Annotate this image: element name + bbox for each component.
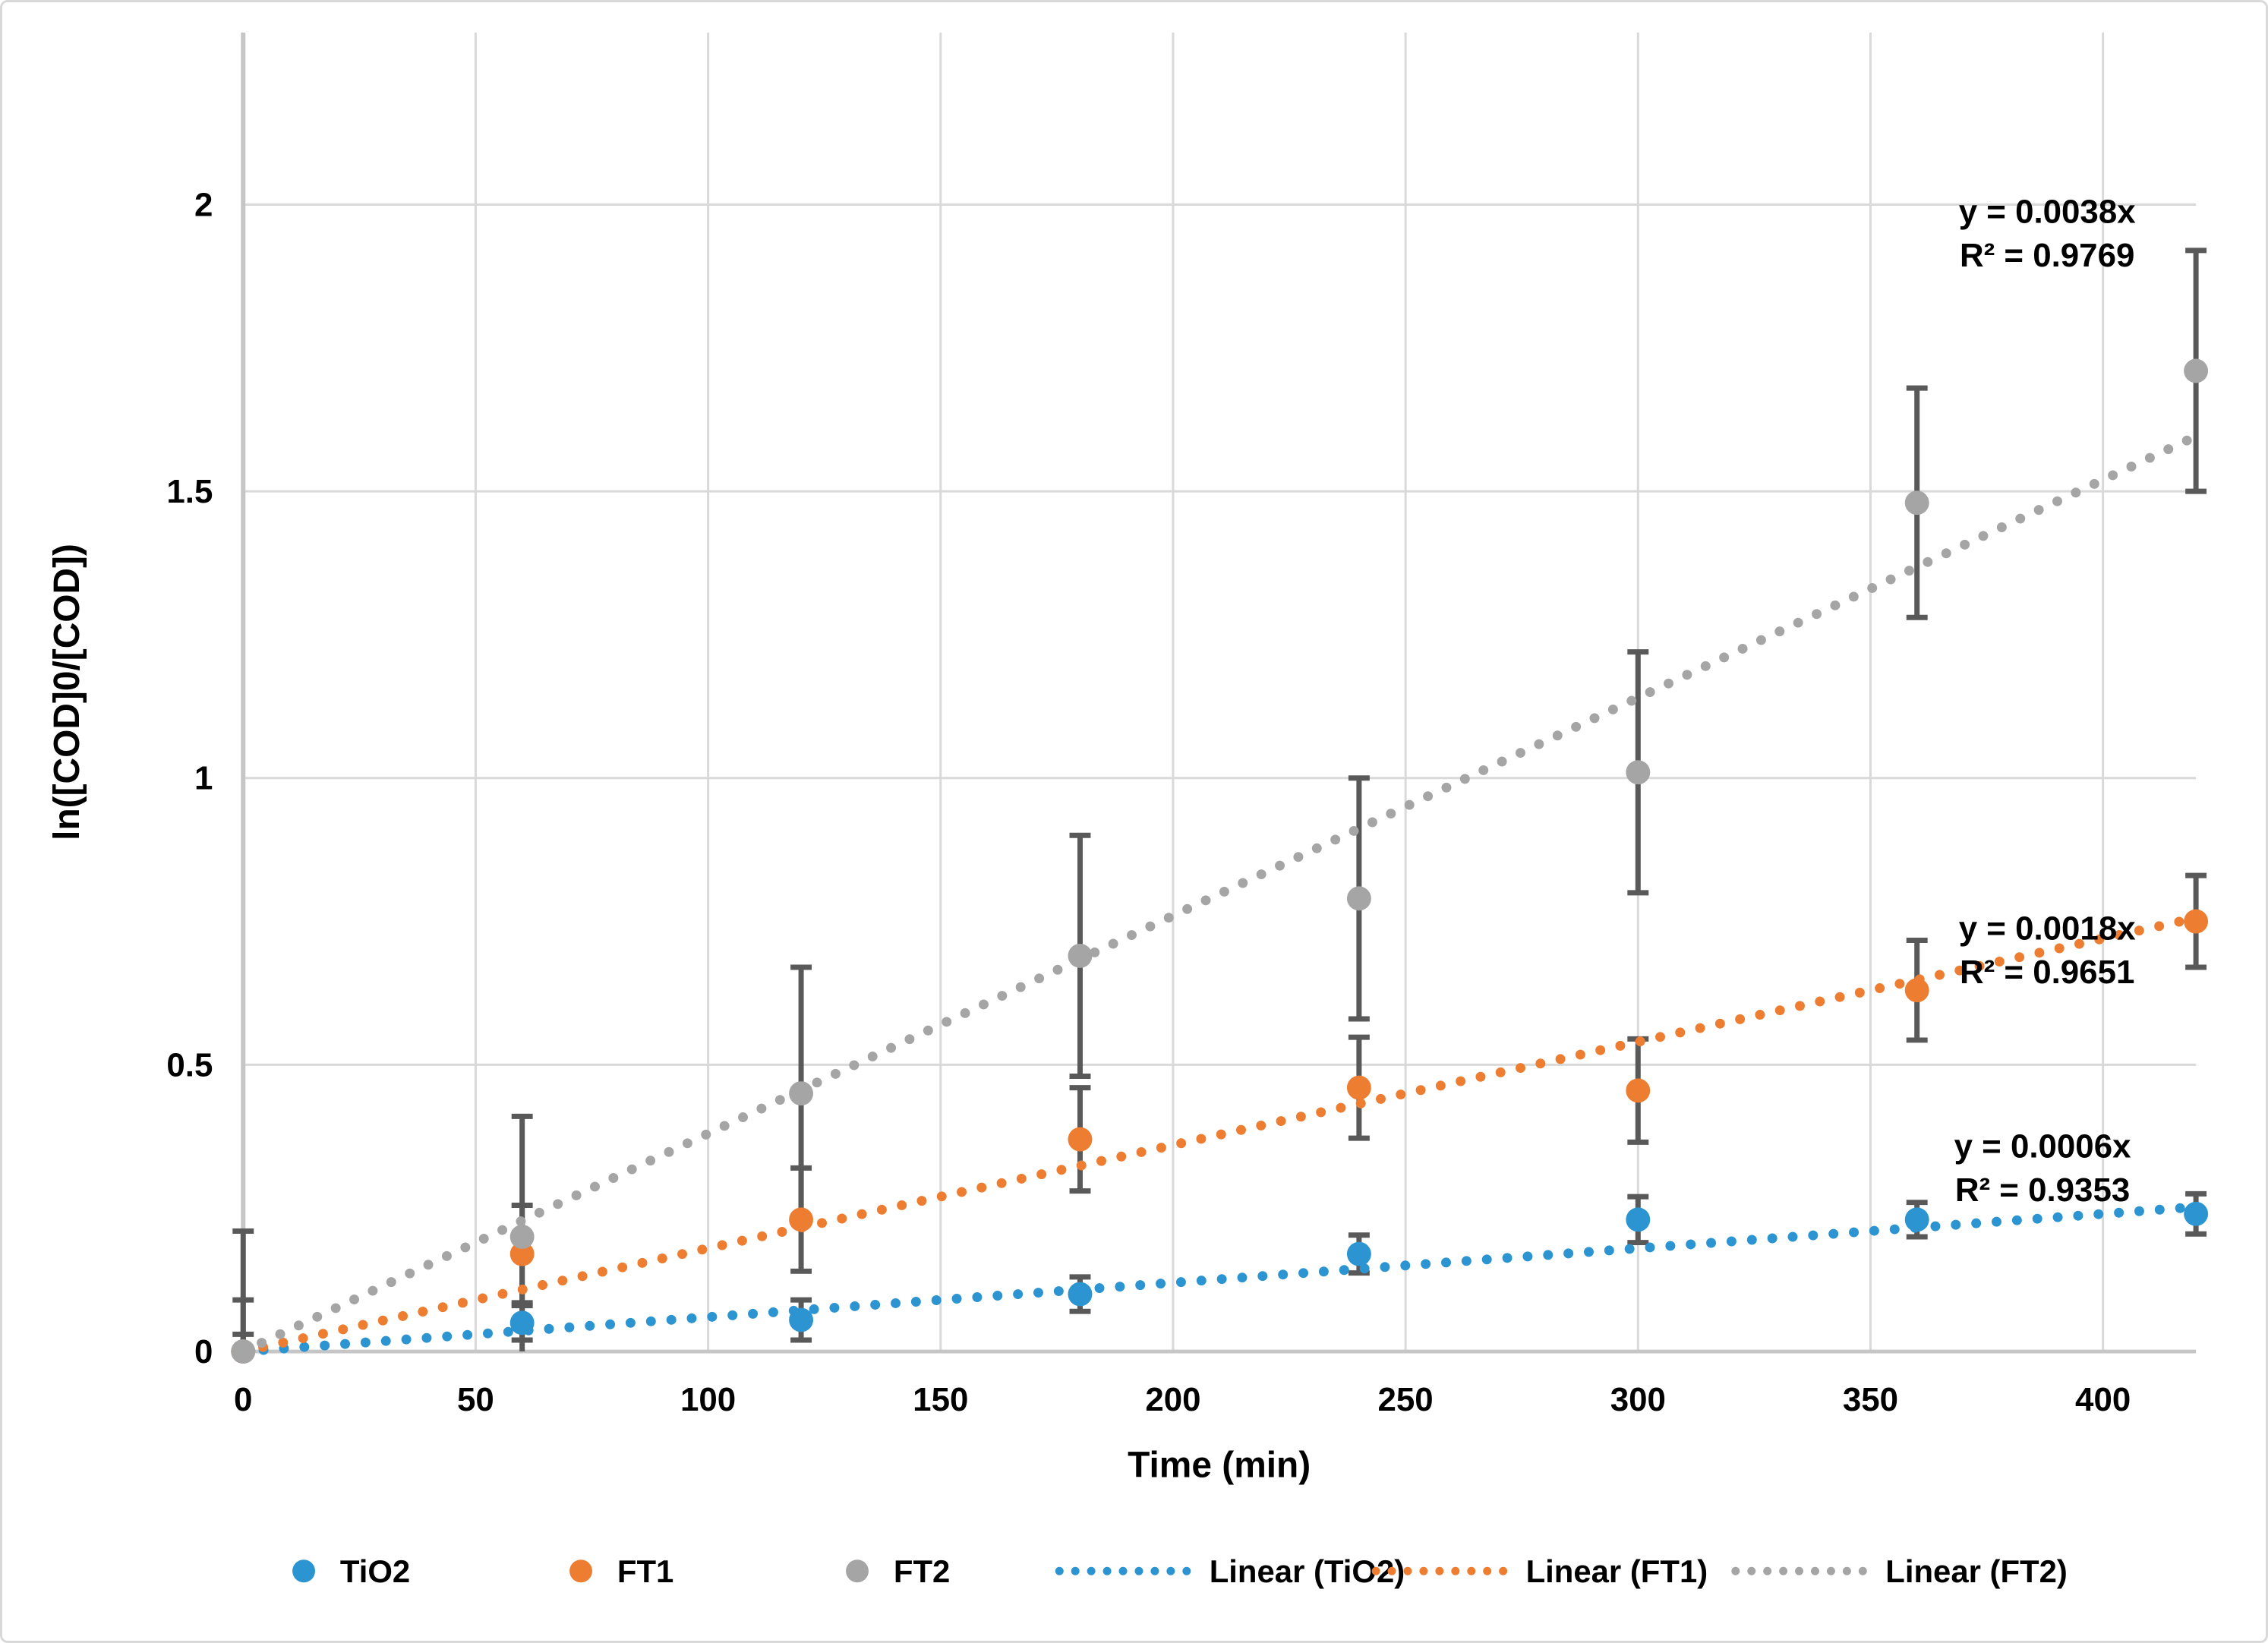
legend-label: FT2 xyxy=(894,1553,950,1589)
point-TiO2 xyxy=(1346,1241,1371,1266)
gridlines xyxy=(243,32,2197,1352)
point-FT1 xyxy=(1346,1075,1371,1100)
legend-label: TiO2 xyxy=(340,1553,410,1589)
legend-label: Linear (FT2) xyxy=(1885,1553,2068,1589)
point-TiO2 xyxy=(1904,1207,1929,1232)
legend-label: Linear (FT1) xyxy=(1526,1553,1708,1589)
x-tick-label: 400 xyxy=(2075,1381,2131,1418)
point-FT1 xyxy=(509,1241,535,1266)
point-TiO2 xyxy=(509,1310,535,1336)
legend-label: FT1 xyxy=(617,1553,673,1589)
trendline-TiO2 xyxy=(238,1202,2201,1357)
y-tick-label: 0.5 xyxy=(166,1046,213,1083)
tick-labels: 0 0.5 1 1.5 2 0 50 100 150 200 250 300 350 400 xyxy=(166,186,2131,1418)
x-tick-label: 100 xyxy=(680,1381,736,1418)
x-tick-label: 200 xyxy=(1145,1381,1200,1418)
y-tick-label: 1.5 xyxy=(166,473,213,510)
point-FT2 xyxy=(509,1225,535,1249)
y-axis-title: ln([COD]0/[COD]) xyxy=(47,544,87,840)
point-FT1 xyxy=(1068,1127,1093,1152)
trendline-equation-FT1: y = 0.0018x xyxy=(1959,910,2137,947)
trendline-annotations: y = 0.0038x R² = 0.9769 y = 0.0018x R² = 0.… xyxy=(1954,193,2137,1209)
x-tick-label: 300 xyxy=(1610,1381,1666,1418)
point-FT2 xyxy=(1904,490,1929,516)
trendline-equation-TiO2: y = 0.0006x xyxy=(1954,1127,2132,1165)
x-tick-label: 250 xyxy=(1378,1381,1434,1418)
point-FT1 xyxy=(789,1207,814,1232)
point-FT2 xyxy=(2184,358,2209,383)
legend: TiO2 FT1 FT2 Linear (TiO2) Linear (FT1) Linea… xyxy=(292,1553,2068,1589)
point-FT2 xyxy=(1068,943,1093,968)
point-TiO2 xyxy=(2184,1201,2209,1226)
trendline-equation-FT2: y = 0.0038x xyxy=(1959,193,2137,230)
x-axis-title: Time (min) xyxy=(1128,1446,1311,1486)
x-tick-label: 50 xyxy=(457,1381,494,1418)
r-squared-TiO2: R² = 0.9353 xyxy=(1955,1172,2130,1209)
x-tick-label: 350 xyxy=(1843,1381,1898,1418)
x-tick-label: 150 xyxy=(913,1381,968,1418)
point-TiO2 xyxy=(1626,1207,1651,1232)
data-points xyxy=(231,358,2209,1364)
point-FT2 xyxy=(789,1081,814,1106)
point-FT1 xyxy=(2184,909,2209,934)
trendlines xyxy=(238,431,2201,1357)
x-tick-label: 0 xyxy=(234,1381,252,1418)
legend-marker-TiO2 xyxy=(292,1559,315,1583)
trendline-FT1 xyxy=(238,913,2201,1357)
point-FT1 xyxy=(1626,1078,1651,1103)
error-bars xyxy=(232,248,2207,1352)
y-tick-label: 0 xyxy=(194,1333,213,1370)
legend-marker-FT2 xyxy=(846,1559,869,1583)
point-FT2 xyxy=(1626,760,1651,785)
r-squared-FT1: R² = 0.9651 xyxy=(1960,954,2134,991)
point-TiO2 xyxy=(1068,1282,1093,1307)
y-tick-label: 1 xyxy=(194,760,213,797)
r-squared-FT2: R² = 0.9769 xyxy=(1960,237,2134,274)
legend-marker-FT1 xyxy=(569,1559,592,1583)
point-FT2 xyxy=(231,1339,256,1364)
point-FT2 xyxy=(1346,886,1371,911)
point-TiO2 xyxy=(789,1307,814,1332)
axes xyxy=(241,32,2197,1354)
y-tick-label: 2 xyxy=(194,186,213,223)
point-FT1 xyxy=(1904,978,1929,1003)
trendline-FT2 xyxy=(238,431,2201,1357)
